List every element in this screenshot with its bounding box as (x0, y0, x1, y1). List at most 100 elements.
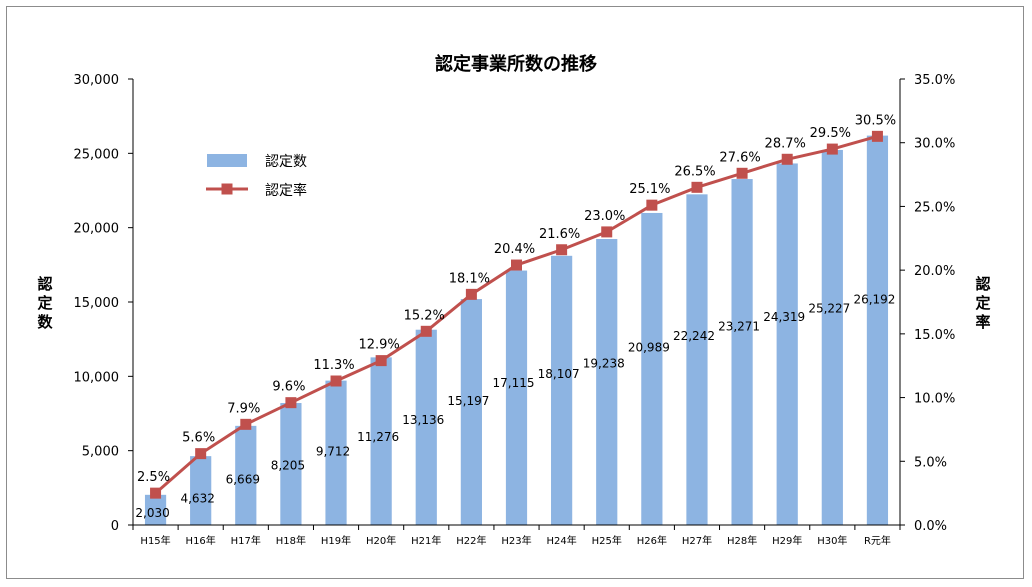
x-tick-label: H16年 (186, 534, 216, 547)
axis-label-char: 定 (975, 294, 990, 312)
count-label-1: 4,632 (180, 491, 214, 505)
bar-12 (686, 194, 708, 525)
rate-label-11: 25.1% (629, 182, 670, 197)
rate-marker-4 (330, 375, 342, 387)
rate-marker-15 (826, 143, 838, 155)
bar-series (144, 135, 889, 526)
rate-label-14: 28.7% (765, 136, 806, 151)
legend-label-rate: 認定率 (265, 182, 307, 199)
count-label-13: 23,271 (718, 320, 760, 334)
count-label-15: 25,227 (808, 301, 850, 315)
rate-marker-6 (420, 325, 432, 337)
rate-label-4: 11.3% (313, 358, 354, 373)
axis-label-char: 率 (975, 313, 990, 331)
rate-label-6: 15.2% (404, 308, 445, 323)
x-tick-label: H20年 (366, 534, 396, 547)
x-tick-label: H22年 (456, 534, 486, 547)
count-label-2: 6,669 (226, 473, 260, 487)
rate-label-0: 2.5% (137, 470, 170, 485)
rate-marker-13 (736, 167, 748, 179)
bar-11 (641, 212, 663, 525)
x-tick-label: H21年 (411, 534, 441, 547)
rate-marker-16 (871, 130, 883, 142)
y-tick-label: 10,000 (74, 370, 120, 385)
rate-marker-11 (646, 199, 658, 211)
bar-16 (866, 135, 889, 525)
axes: 0 5,000 10,000 15,000 20,000 25,000 30,000 0.0%… (74, 73, 956, 547)
rate-label-5: 12.9% (358, 338, 399, 353)
x-tick-label: H18年 (276, 534, 306, 547)
y-axis-label: 認定数 (37, 275, 53, 331)
x-tick-label: H26年 (637, 534, 667, 547)
bar-1 (190, 456, 212, 525)
legend-swatch-marker (221, 183, 233, 195)
count-label-8: 17,115 (493, 376, 535, 390)
bar-9 (551, 255, 573, 525)
rate-label-2: 7.9% (227, 401, 260, 416)
x-tick-label: H19年 (321, 534, 351, 547)
y2-tick-label: 35.0% (914, 73, 955, 88)
count-label-9: 18,107 (538, 367, 580, 381)
y-tick-label: 5,000 (82, 445, 119, 460)
rate-marker-2 (240, 418, 252, 430)
x-tick-label: H30年 (817, 534, 847, 547)
rate-label-15: 29.5% (810, 126, 851, 141)
x-tick-label: H17年 (231, 534, 261, 547)
count-label-12: 22,242 (673, 329, 715, 343)
rate-label-1: 5.6% (182, 431, 215, 446)
count-label-11: 20,989 (628, 341, 670, 355)
rate-label-9: 21.6% (539, 227, 580, 242)
count-label-10: 19,238 (583, 357, 625, 371)
x-tick-label: H15年 (140, 534, 170, 547)
axis-label-char: 認 (975, 275, 990, 293)
x-tick-label: R元年 (864, 534, 891, 547)
y2-tick-label: 10.0% (914, 392, 955, 407)
count-label-3: 8,205 (271, 458, 305, 472)
y-tick-label: 30,000 (74, 73, 120, 88)
count-label-16: 26,192 (853, 293, 895, 307)
bar-5 (370, 357, 392, 525)
x-tick-label: H28年 (727, 534, 757, 547)
chart-frame: 認定事業所数の推移 認定数 認定率 0 5,000 10,000 15,000 20,0… (6, 6, 1024, 579)
rate-label-7: 18.1% (449, 271, 490, 286)
bar-6 (415, 329, 437, 525)
rate-marker-1 (195, 448, 207, 460)
y2-tick-label: 15.0% (914, 328, 955, 343)
y2-tick-label: 30.0% (914, 137, 955, 152)
rate-label-16: 30.5% (855, 113, 896, 128)
rate-marker-5 (375, 355, 387, 367)
y2-tick-label: 20.0% (914, 264, 955, 279)
rate-marker-0 (150, 487, 162, 499)
bar-7 (460, 299, 482, 525)
rate-label-13: 27.6% (719, 150, 760, 165)
legend-swatch-bar (207, 154, 247, 167)
bar-3 (280, 403, 302, 525)
y-tick-label: 15,000 (74, 296, 120, 311)
rate-marker-7 (465, 288, 477, 300)
y2-tick-label: 5.0% (914, 455, 947, 470)
axis-label-char: 数 (37, 313, 53, 331)
rate-label-8: 20.4% (494, 242, 535, 257)
axis-label-char: 認 (37, 275, 52, 293)
count-label-0: 2,030 (135, 506, 169, 520)
y2-tick-label: 25.0% (914, 200, 955, 215)
y-tick-label: 20,000 (74, 222, 120, 237)
rate-marker-12 (691, 181, 703, 193)
count-label-14: 24,319 (763, 310, 805, 324)
rate-marker-10 (601, 226, 613, 238)
rate-marker-8 (511, 259, 522, 271)
x-tick-label: H24年 (546, 534, 576, 547)
y2-axis-label: 認定率 (975, 275, 990, 331)
bar-2 (235, 425, 257, 525)
legend-label-count: 認定数 (265, 154, 307, 170)
y2-tick-label: 0.0% (914, 519, 947, 534)
count-label-7: 15,197 (447, 394, 489, 408)
x-tick-label: H23年 (501, 534, 531, 547)
x-tick-label: H27年 (682, 534, 712, 547)
bar-0 (144, 494, 167, 525)
axis-label-char: 定 (37, 294, 52, 312)
x-tick-label: H25年 (592, 534, 622, 547)
count-label-5: 11,276 (357, 430, 399, 444)
bar-8 (505, 270, 528, 525)
rate-label-10: 23.0% (584, 209, 625, 224)
